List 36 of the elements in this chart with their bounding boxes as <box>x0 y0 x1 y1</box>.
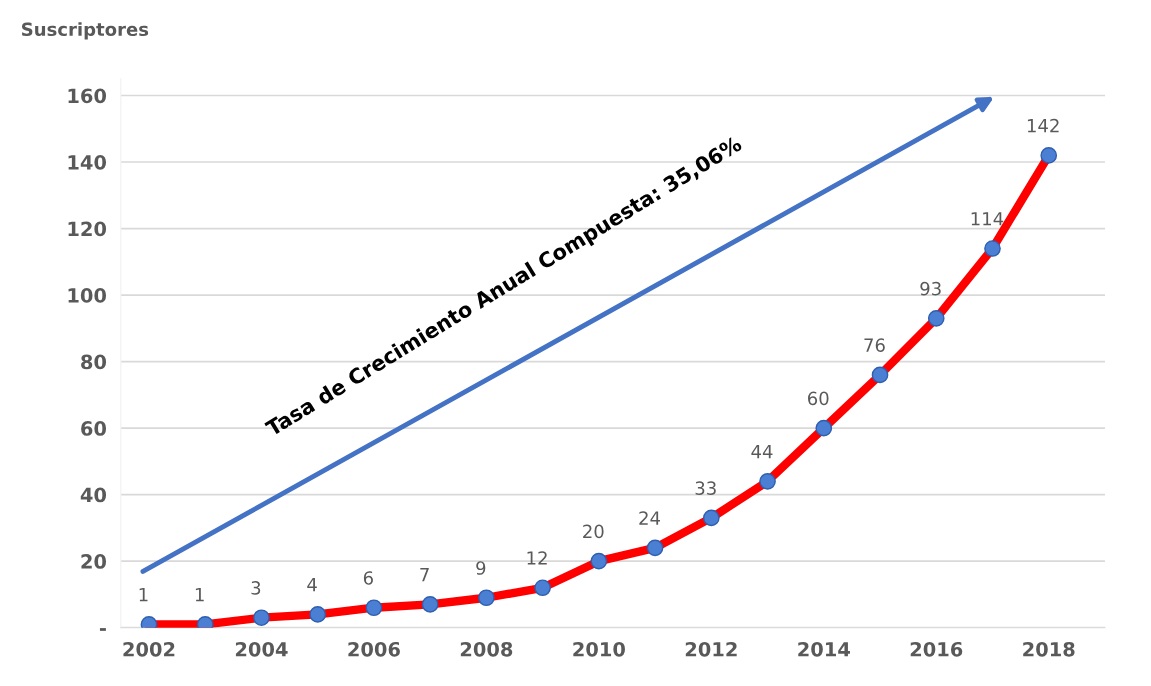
data-label: 9 <box>476 561 486 575</box>
data-label: 60 <box>808 391 829 406</box>
x-tick-label: 2012 <box>685 641 737 657</box>
data-label: 6 <box>363 571 373 585</box>
y-tick-label: 60 <box>81 421 107 436</box>
data-label: 76 <box>864 338 885 352</box>
data-label: 3 <box>251 581 261 595</box>
y-tick-label: 80 <box>81 354 107 370</box>
data-label: 7 <box>420 568 429 582</box>
x-tick-label: 2016 <box>910 641 963 657</box>
data-label: 44 <box>751 444 773 459</box>
y-tick-label: 160 <box>68 88 107 104</box>
y-tick-label: 140 <box>68 155 107 170</box>
data-label: 4 <box>307 578 317 592</box>
data-label: 12 <box>527 551 547 565</box>
data-label: 20 <box>583 524 604 539</box>
data-label: 1 <box>139 588 148 602</box>
y-tick-label: 40 <box>80 487 107 503</box>
y-tick-label: 20 <box>81 554 107 569</box>
data-label: 1 <box>195 588 204 602</box>
data-label: 114 <box>971 212 1004 226</box>
y-tick-label: 120 <box>68 221 107 237</box>
x-tick-label: 2006 <box>348 641 400 657</box>
data-label: 142 <box>1027 118 1059 133</box>
x-tick-label: 2018 <box>1023 641 1075 657</box>
y-tick-label: - <box>99 628 106 631</box>
y-tick-label: 100 <box>68 288 107 303</box>
x-tick-label: 2004 <box>235 641 288 657</box>
data-label: 24 <box>639 511 660 525</box>
data-label: 33 <box>695 481 716 495</box>
x-tick-label: 2002 <box>123 641 175 657</box>
x-tick-label: 2010 <box>573 641 625 657</box>
y-axis-title: Suscriptores <box>22 22 149 40</box>
x-tick-label: 2014 <box>798 641 850 657</box>
x-tick-label: 2008 <box>460 641 513 657</box>
data-label: 93 <box>920 281 941 296</box>
